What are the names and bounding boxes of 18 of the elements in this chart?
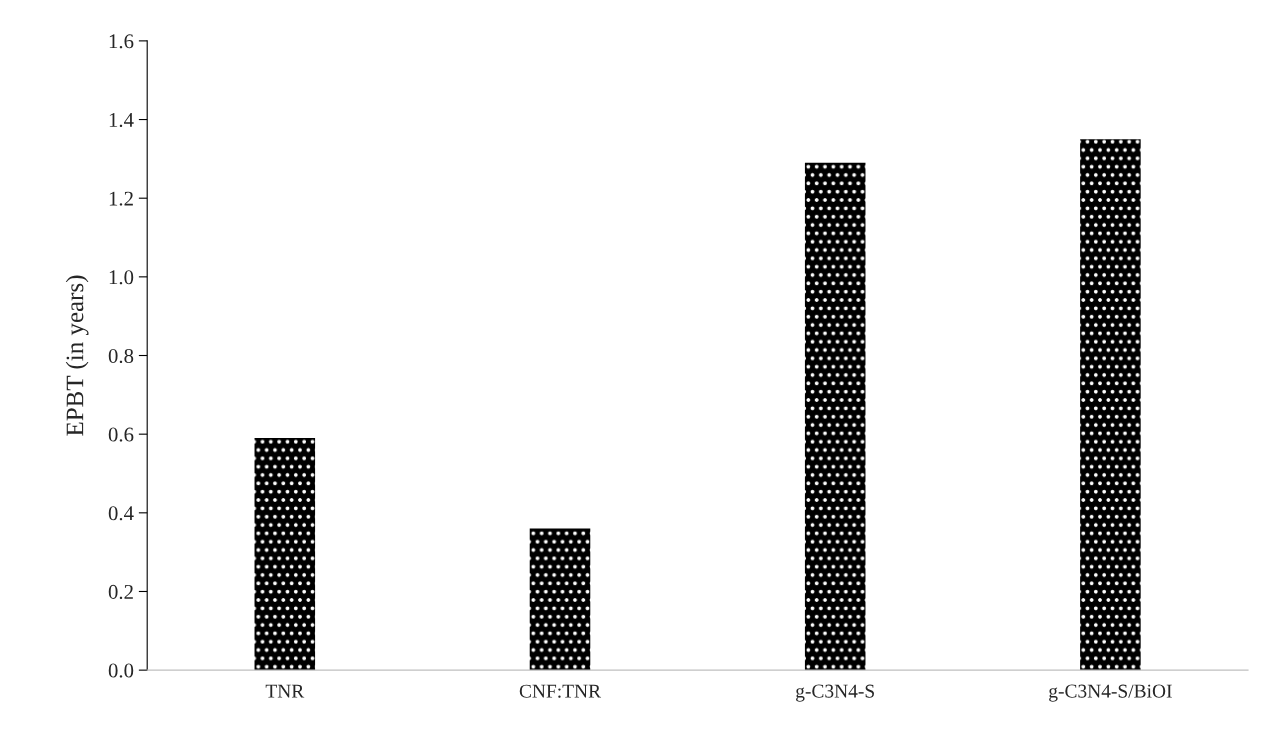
- bar: [1080, 139, 1141, 671]
- y-axis-title: EPBT (in years): [65, 275, 89, 436]
- y-tick-label: 1.2: [109, 191, 133, 206]
- x-tick-label: g-C3N4-S/BiOI: [1049, 684, 1172, 702]
- y-tick-label: 1.6: [109, 34, 134, 49]
- y-tick-label: 0.2: [108, 584, 133, 600]
- y-tick-label: 0.6: [108, 427, 134, 442]
- y-tick-label: 0.4: [108, 506, 134, 521]
- bar: [529, 528, 591, 671]
- x-tick-label: TNR: [265, 684, 305, 698]
- y-tick-label: 1.4: [109, 113, 134, 128]
- y-tick-label: 0.8: [108, 348, 134, 364]
- x-tick-label: g-C3N4-S: [796, 684, 874, 702]
- bar: [254, 438, 316, 671]
- y-tick-label: 1.0: [109, 270, 134, 285]
- y-tick-label: 0.0: [108, 663, 134, 678]
- x-tick-label: CNF:TNR: [519, 684, 602, 698]
- bar: [804, 162, 866, 671]
